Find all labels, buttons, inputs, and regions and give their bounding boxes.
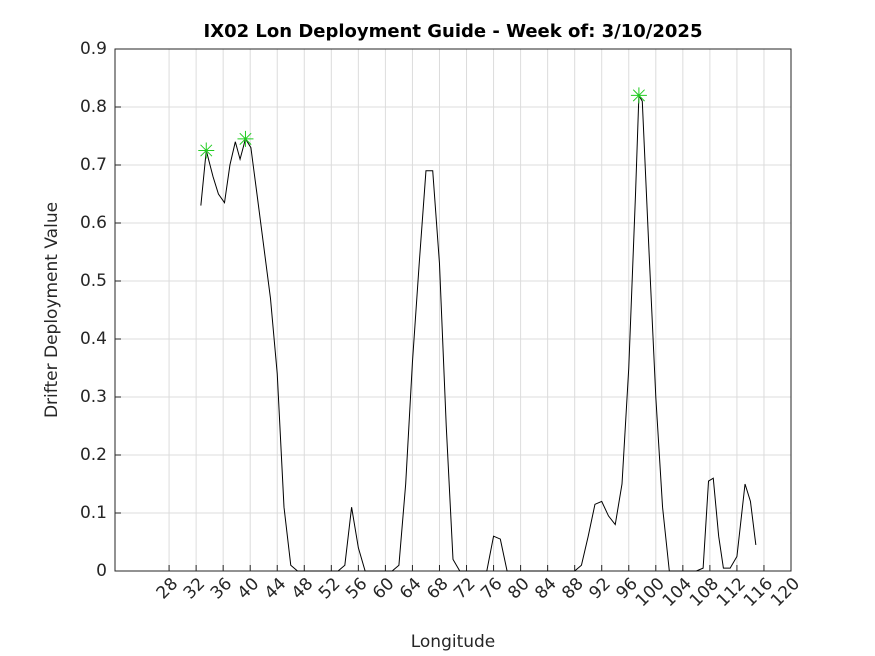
- peak-marker: [198, 142, 215, 159]
- y-tick-label: 0.7: [80, 155, 107, 175]
- y-tick-label: 0.2: [80, 445, 107, 465]
- peak-marker: [630, 87, 647, 104]
- y-tick-label: 0.9: [80, 39, 107, 59]
- y-tick-label: 0.3: [80, 387, 107, 407]
- y-tick-label: 0.8: [80, 97, 107, 117]
- y-axis-label: Drifter Deployment Value: [42, 202, 62, 418]
- y-tick-label: 0.6: [80, 213, 107, 233]
- y-tick-label: 0.5: [80, 271, 107, 291]
- chart-title: IX02 Lon Deployment Guide - Week of: 3/1…: [204, 21, 703, 42]
- y-tick-label: 0.4: [80, 329, 107, 349]
- plot-frame: [114, 48, 792, 572]
- x-axis-label: Longitude: [411, 632, 496, 652]
- peak-marker: [237, 130, 254, 147]
- data-line: [200, 93, 757, 572]
- y-tick-label: 0.1: [80, 503, 107, 523]
- y-tick-label: 0: [96, 561, 107, 581]
